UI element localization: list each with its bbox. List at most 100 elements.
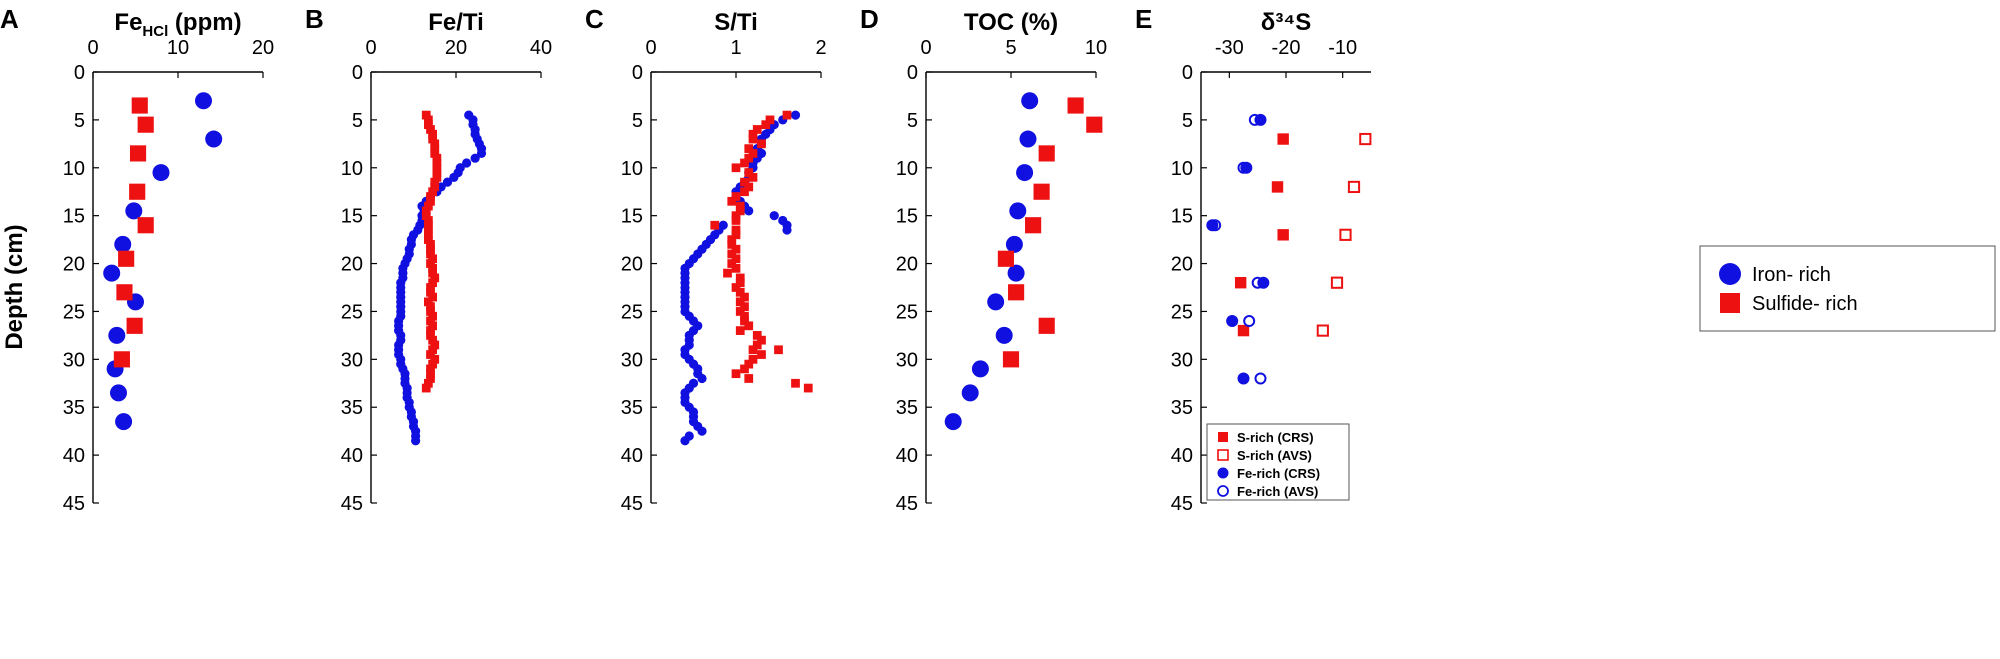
data-point [740,311,749,321]
data-point [430,144,440,153]
data-point [727,240,737,249]
panel-E-y-tick-label: 25 [1171,301,1193,323]
data-point [424,225,433,235]
panel-A-y-tick-label: 15 [63,206,85,228]
data-point [424,235,433,244]
data-point [428,187,437,197]
data-point [752,331,762,340]
data-point [744,144,754,153]
data-point [426,331,435,340]
data-point [731,216,741,225]
data-point [803,383,813,393]
data-point [432,163,442,173]
data-point [761,120,771,130]
data-point [421,211,431,221]
data-point [697,373,707,384]
panel-D-y-tick-label: 10 [896,158,918,180]
data-point [748,172,758,182]
panel-C-x-tick-label: 1 [730,37,741,59]
panel-E-y-tick-label: 40 [1171,445,1193,467]
panel-B-y-tick-label: 30 [341,349,363,371]
main-legend: Iron- rich Sulfide- rich [1699,245,1996,332]
data-point [426,316,435,326]
panel-A: 0 5 10 15 20 25 30 35 40 45 0 10 20 A FeHCl (ppm) [0,4,274,515]
data-point [103,264,121,282]
data-point [1206,219,1219,232]
data-point [1271,181,1284,193]
data-point [430,149,440,158]
data-point [426,283,435,292]
panel-C-y-tick-label: 20 [621,254,643,276]
panel-A-y-tick-label: 40 [63,445,85,467]
data-point [997,250,1014,267]
data-point [774,345,783,355]
data-point [731,244,741,254]
data-point [424,120,433,130]
data-point [1005,235,1023,253]
panel-B-y-tick-label: 40 [341,445,363,467]
panel-B-y-tick-label: 25 [341,301,363,323]
panel-B-y-tick-label: 15 [341,206,363,228]
data-point [152,164,170,182]
panel-E-series-2 [1206,113,1270,385]
data-point [731,211,741,221]
data-point [735,201,745,211]
data-point [1008,284,1025,301]
data-point [125,202,143,220]
data-point [1237,324,1250,337]
data-point [432,153,442,163]
data-point [108,326,126,344]
inset-legend-marker [1217,467,1229,479]
data-point [731,254,741,264]
panel-E-y-tick-label: 45 [1171,493,1193,515]
data-point [1339,228,1352,241]
data-point [424,378,433,388]
panel-D: 0 5 10 15 20 25 30 35 40 45 0 5 10 D TOC (%) [860,4,1107,515]
data-point [426,364,435,374]
panel-B-y-tick-label: 10 [341,158,363,180]
panel-A-y-tick-label: 30 [63,349,85,371]
panel-A-x-tick-label: 20 [252,37,274,59]
data-point [740,187,749,197]
data-point [944,413,962,431]
panel-B-y-tick-label: 5 [352,110,363,132]
data-point [1209,219,1222,232]
panel-C-y-tick-label: 15 [621,206,643,228]
data-point [782,225,792,235]
panel-D-y-tick-label: 45 [896,493,918,515]
panel-E-y-tick-label: 5 [1182,110,1193,132]
panel-B-y-tick-label: 20 [341,254,363,276]
data-point [131,97,148,114]
data-point [115,413,133,431]
data-point [470,153,480,163]
data-point [426,192,435,201]
data-point [430,177,440,187]
panel-D-series-0 [944,92,1039,431]
data-point [1226,315,1239,328]
data-point [426,302,435,312]
legend-iron-label: Iron- rich [1752,264,1831,286]
data-point [428,311,437,321]
panel-E-series-0 [1234,133,1289,337]
data-point [428,345,437,355]
data-point [430,354,440,364]
panel-B-y-tick-label: 0 [352,62,363,84]
data-point [995,326,1013,344]
data-point [740,158,749,168]
panel-A-title: FeHCl (ppm) [114,9,241,40]
data-point [114,235,132,253]
data-point [137,116,154,133]
data-point [426,307,435,316]
data-point [1243,315,1256,328]
data-point [757,350,766,359]
data-point [735,326,745,335]
data-point [757,139,766,149]
data-point [731,369,741,379]
data-point [735,287,745,297]
panel-C-y-tick-label: 5 [632,110,643,132]
data-point [752,340,762,350]
data-point [195,92,212,110]
panel-E-x-tick-label: -30 [1215,37,1244,59]
inset-legend-marker [1217,449,1229,461]
data-point [129,145,147,162]
